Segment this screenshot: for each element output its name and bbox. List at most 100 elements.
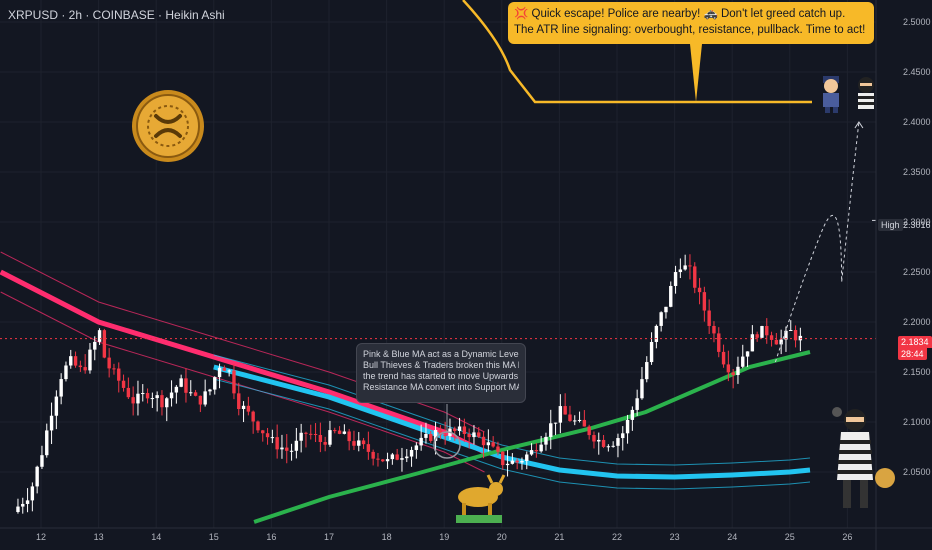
candle-body (141, 393, 145, 395)
candle-body (750, 334, 755, 352)
candle-body (525, 454, 529, 461)
candle-body (299, 432, 303, 441)
candle (467, 428, 471, 449)
projection-arrowhead (854, 121, 864, 129)
candle-body (107, 357, 111, 369)
candle-body (553, 422, 558, 424)
candle-body (35, 466, 39, 487)
candle (275, 424, 279, 459)
candle (664, 306, 668, 319)
candle (184, 368, 188, 403)
candle (16, 498, 20, 514)
candle-body (280, 447, 284, 450)
candle (395, 448, 399, 461)
x-tick-label: 23 (670, 532, 680, 542)
candle (150, 392, 155, 408)
candle (793, 325, 798, 348)
thief-small-icon (858, 77, 874, 109)
candle-body (289, 450, 294, 452)
candle (198, 395, 203, 413)
bar-countdown: 28:44 (898, 348, 927, 360)
candle-body (433, 429, 438, 441)
candle-body (304, 432, 308, 434)
candle-body (443, 434, 447, 437)
candle (515, 458, 519, 470)
candle (121, 374, 126, 392)
x-tick-label: 20 (497, 532, 507, 542)
candle (299, 423, 303, 453)
chart-header-title: XRPUSD · 2h · COINBASE · Heikin Ashi (8, 8, 225, 22)
candle-body (457, 426, 462, 431)
x-tick-label: 22 (612, 532, 622, 542)
candle (30, 482, 35, 512)
candle (390, 452, 395, 465)
candle-body (640, 379, 644, 399)
candle (246, 396, 251, 416)
candle-body (112, 368, 116, 370)
candle (529, 443, 534, 456)
candle-body (707, 310, 711, 326)
candle-body (102, 330, 107, 358)
candle-body (285, 447, 289, 451)
candle-body (150, 398, 155, 400)
candle (457, 417, 462, 436)
candle-body (611, 445, 615, 447)
candle-body (97, 330, 102, 342)
candle (419, 424, 423, 451)
candle (438, 425, 443, 440)
candle-body (333, 430, 337, 432)
candle (40, 445, 44, 469)
candle-body (261, 430, 265, 434)
candle (35, 465, 39, 494)
candle-body (213, 377, 217, 390)
candle (371, 449, 375, 466)
candle-body (779, 339, 783, 345)
candle (107, 348, 111, 378)
candle-body (745, 351, 750, 357)
candle-body (702, 292, 707, 311)
x-tick-label: 15 (209, 532, 219, 542)
xrp-coin-icon (132, 90, 204, 162)
candle (102, 328, 107, 359)
candle-body (625, 419, 630, 434)
candle-body (587, 426, 591, 436)
candle (491, 436, 495, 448)
candle-body (568, 414, 572, 421)
candle-body (462, 426, 467, 434)
candle-body (736, 366, 740, 376)
candle-body (160, 395, 164, 408)
candle (385, 452, 390, 470)
candle-body (664, 306, 668, 313)
high-label: High (878, 219, 903, 231)
candle-body (606, 446, 611, 448)
candle-body (577, 419, 582, 421)
x-tick-label: 17 (324, 532, 334, 542)
candle-body (275, 437, 279, 450)
candle-body (337, 430, 342, 434)
x-tick-label: 19 (439, 532, 449, 542)
candle (222, 365, 227, 371)
candle (241, 401, 246, 423)
candle (136, 380, 140, 416)
candle (145, 388, 150, 404)
candle-body (54, 396, 59, 416)
annotation-line-2: Bull Thieves & Traders broken this MA li… (363, 360, 519, 370)
candle (174, 385, 179, 404)
candle (203, 379, 207, 407)
candle (587, 424, 591, 440)
candle-body (683, 265, 687, 270)
candle (83, 354, 87, 374)
candle (232, 363, 236, 400)
candle-body (645, 362, 649, 380)
candle-body (251, 411, 255, 422)
annotation-line-3: the trend has started to move Upwards (363, 371, 519, 381)
candle (592, 431, 596, 449)
candle-body (371, 451, 375, 459)
candle-body (385, 459, 390, 462)
candle-body (477, 432, 481, 437)
candle-body (409, 449, 414, 457)
candle-body (515, 460, 519, 463)
candle (717, 327, 721, 358)
candle (510, 453, 515, 465)
